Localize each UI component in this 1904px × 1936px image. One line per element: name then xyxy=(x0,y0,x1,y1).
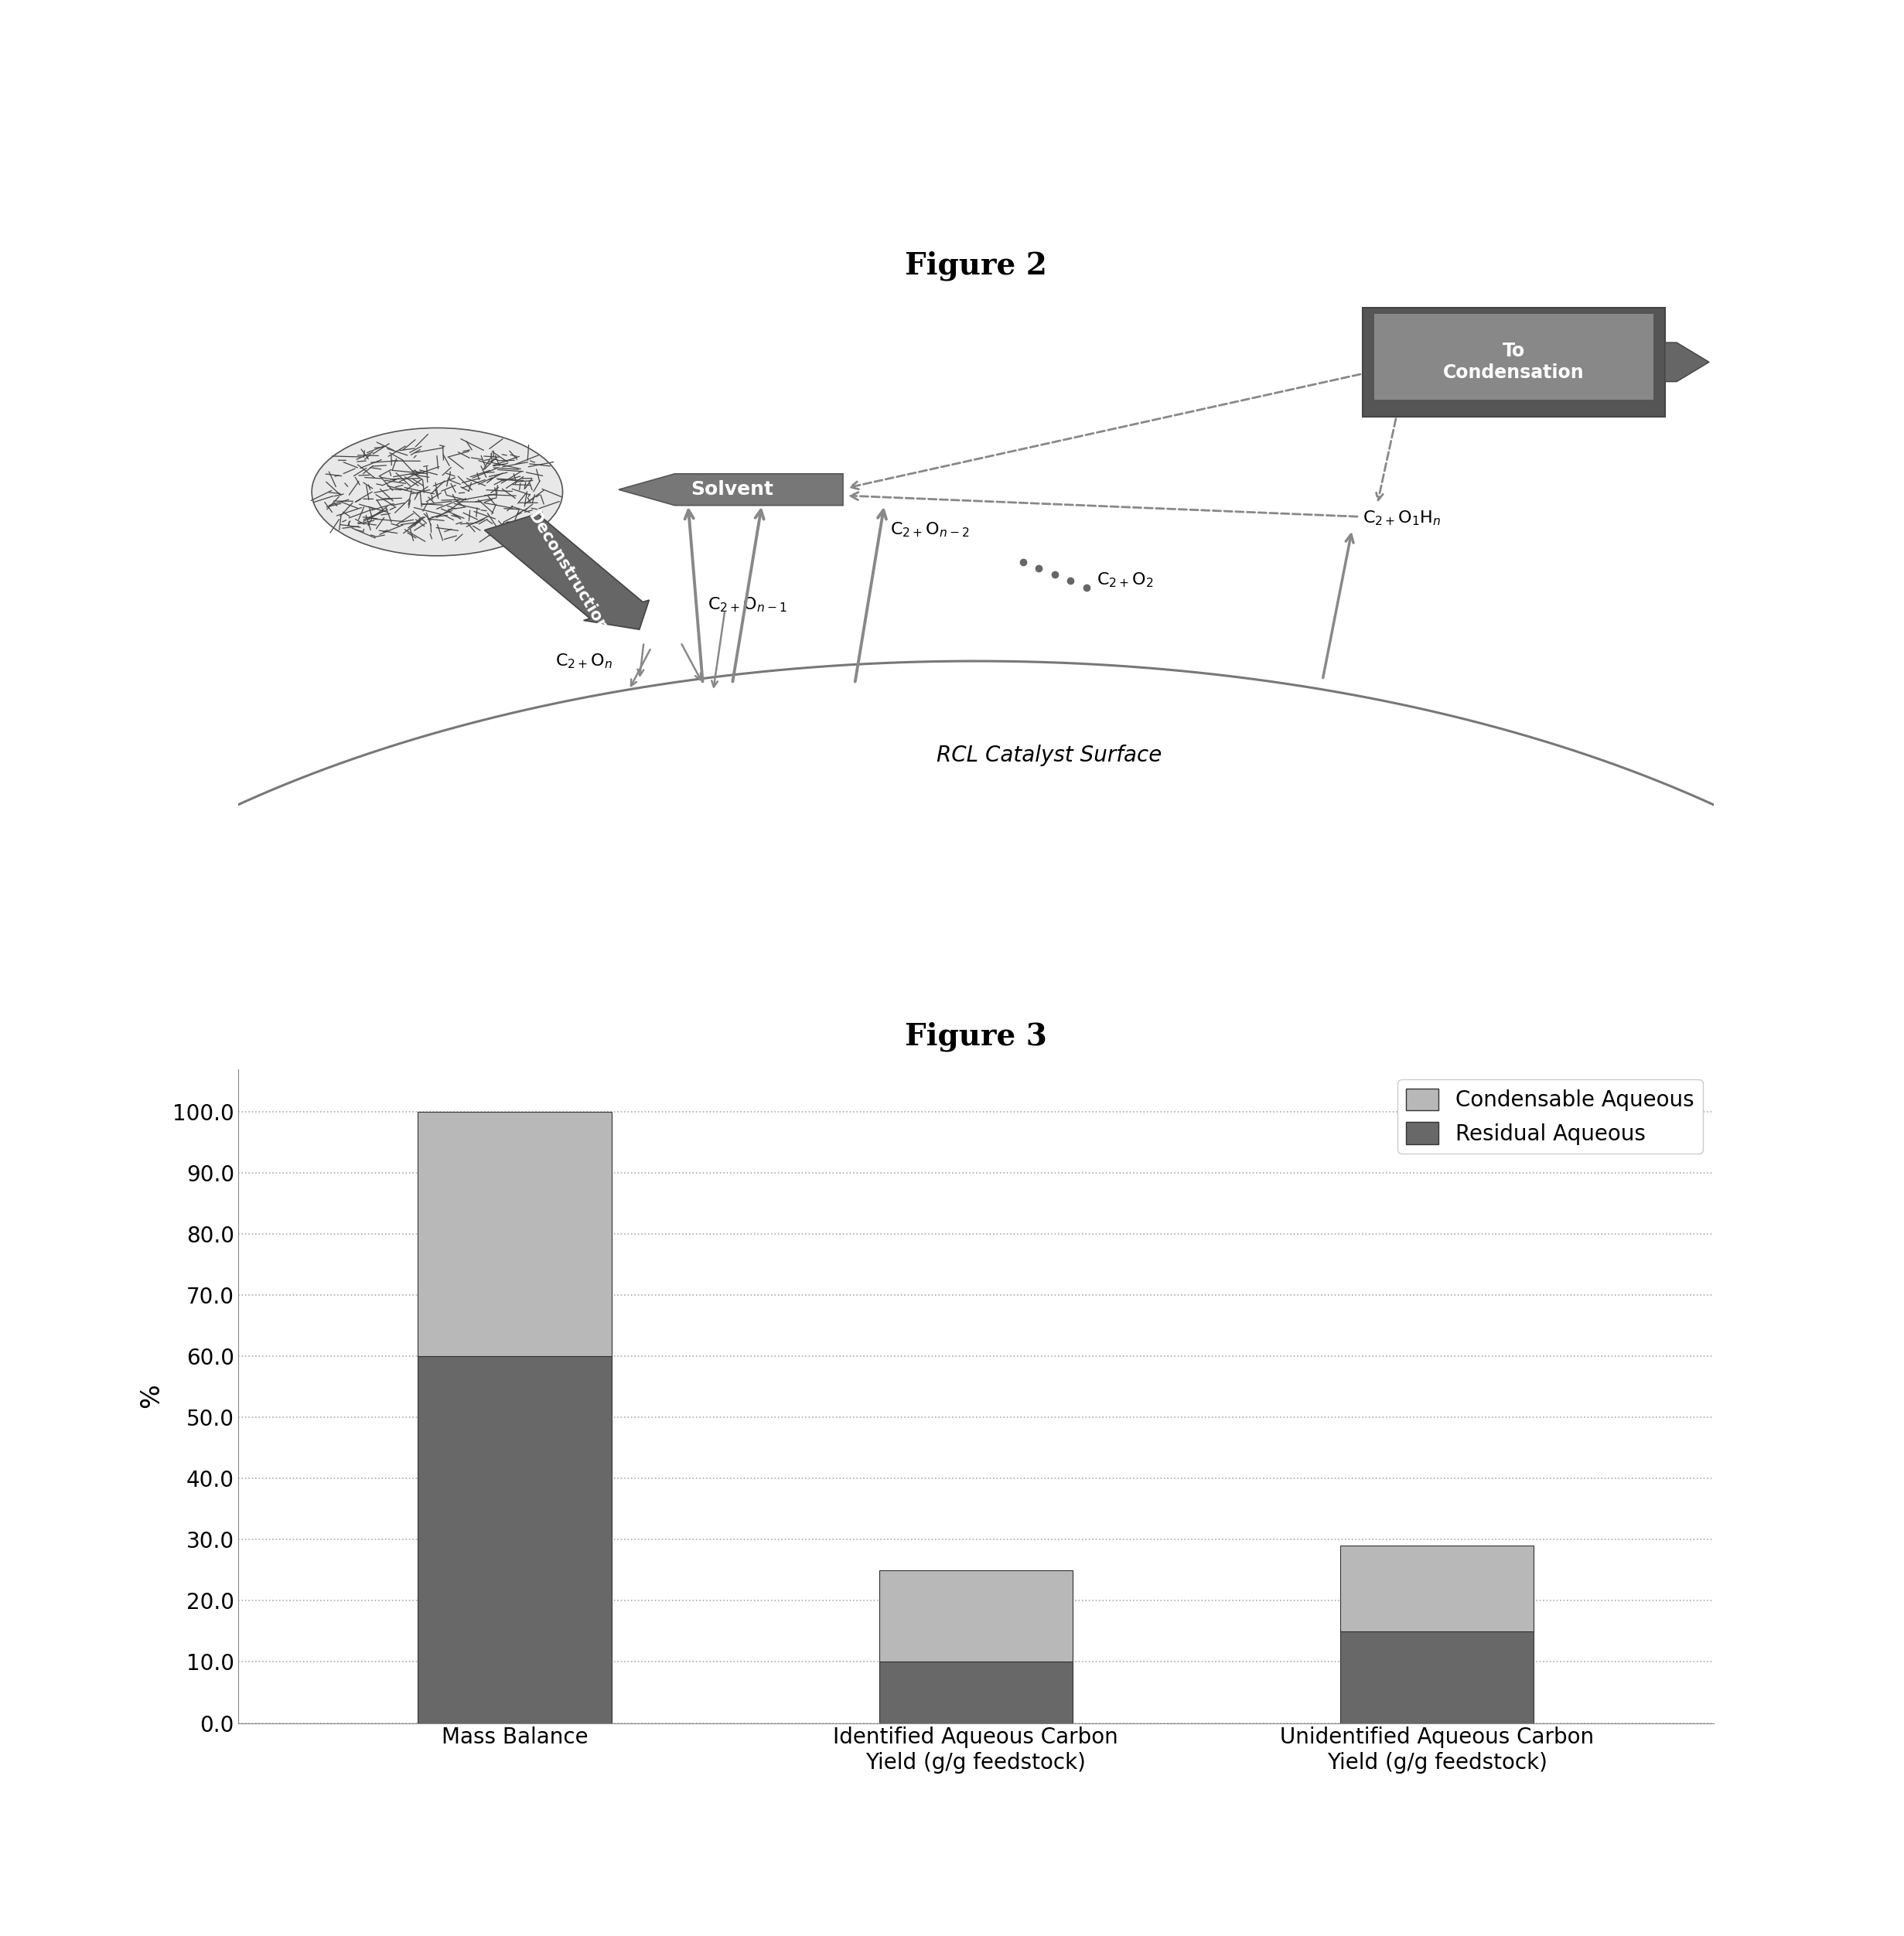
Bar xyxy=(1340,1545,1535,1632)
Text: Deconstruction: Deconstruction xyxy=(526,509,611,635)
FancyArrow shape xyxy=(1664,343,1710,381)
Text: C$_{2+}$O$_{n-2}$: C$_{2+}$O$_{n-2}$ xyxy=(891,521,969,538)
Bar xyxy=(880,1570,1072,1661)
Y-axis label: %: % xyxy=(139,1384,164,1407)
FancyArrow shape xyxy=(619,474,843,505)
Text: RCL Catalyst Surface: RCL Catalyst Surface xyxy=(937,743,1161,767)
FancyBboxPatch shape xyxy=(1363,308,1664,416)
Text: C$_{2+}$O$_2$: C$_{2+}$O$_2$ xyxy=(1097,571,1154,589)
Legend: Condensable Aqueous, Residual Aqueous: Condensable Aqueous, Residual Aqueous xyxy=(1398,1080,1702,1154)
Text: Solvent: Solvent xyxy=(691,480,773,499)
Bar xyxy=(417,1357,611,1723)
Text: C$_{2+}$O$_{n-1}$: C$_{2+}$O$_{n-1}$ xyxy=(706,596,786,614)
Text: Figure 2: Figure 2 xyxy=(904,252,1047,281)
Text: To
Condensation: To Condensation xyxy=(1443,343,1584,381)
Bar xyxy=(880,1661,1072,1723)
Title: Figure 3: Figure 3 xyxy=(904,1022,1047,1051)
Text: C$_{2+}$O$_n$: C$_{2+}$O$_n$ xyxy=(556,652,613,670)
FancyBboxPatch shape xyxy=(1375,314,1653,401)
Circle shape xyxy=(312,428,564,556)
Bar xyxy=(417,1111,611,1357)
FancyArrow shape xyxy=(484,513,649,629)
Text: C$_{2+}$O$_1$H$_n$: C$_{2+}$O$_1$H$_n$ xyxy=(1363,509,1441,527)
Bar xyxy=(1340,1632,1535,1723)
